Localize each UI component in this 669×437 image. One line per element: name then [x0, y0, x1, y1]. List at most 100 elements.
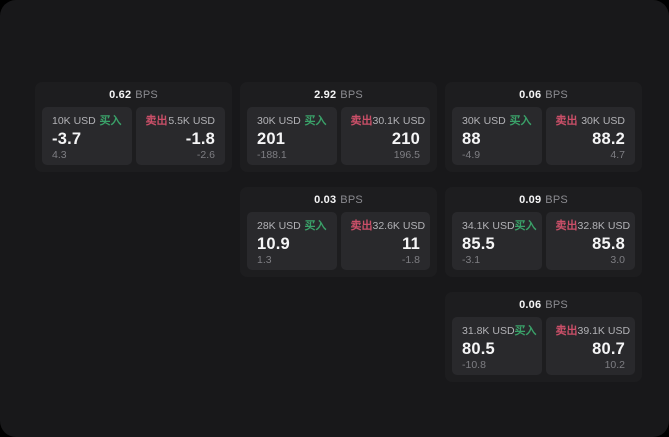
sell-side-label: 卖出 [350, 115, 373, 127]
quote-card: 0.09 BPS 34.1K USD 买入 85.5 -3.1 卖出 32.8K… [445, 187, 642, 277]
sell-panel-top: 卖出 32.6K USD [350, 220, 426, 232]
sell-panel[interactable]: 卖出 30.1K USD 210 196.5 [340, 107, 430, 165]
sell-size: 39.1K USD [577, 325, 631, 337]
sell-side-label: 卖出 [555, 115, 578, 127]
bps-value: 0.09 [519, 193, 542, 206]
buy-delta: 4.3 [52, 149, 67, 161]
buy-panel-top: 28K USD 买入 [257, 220, 327, 232]
buy-side-label: 买入 [304, 115, 327, 127]
quote-grid: 0.62 BPS 10K USD 买入 -3.7 4.3 卖出 5.5K USD [35, 82, 642, 382]
sell-price: -1.8 [185, 130, 215, 148]
bps-value: 2.92 [314, 88, 337, 101]
buy-side-label: 买入 [514, 325, 537, 337]
quote-card: 2.92 BPS 30K USD 买入 201 -188.1 卖出 30.1K … [240, 82, 437, 172]
buy-price: 201 [257, 130, 286, 148]
buy-delta: -3.1 [462, 254, 481, 266]
buy-price: 10.9 [257, 235, 290, 253]
sell-panel-top: 卖出 30.1K USD [350, 115, 426, 127]
sell-size: 30.1K USD [372, 115, 426, 127]
sell-price: 80.7 [592, 340, 625, 358]
buy-side-label: 买入 [514, 220, 537, 232]
buy-panel[interactable]: 30K USD 买入 201 -188.1 [247, 107, 337, 165]
sell-side-label: 卖出 [350, 220, 373, 232]
buy-price: 80.5 [462, 340, 495, 358]
quote-panels: 10K USD 买入 -3.7 4.3 卖出 5.5K USD -1.8 -2.… [42, 107, 225, 165]
buy-panel[interactable]: 10K USD 买入 -3.7 4.3 [42, 107, 132, 165]
sell-delta: -2.6 [196, 149, 215, 161]
sell-panel-top: 卖出 5.5K USD [146, 115, 216, 127]
quote-card: 0.62 BPS 10K USD 买入 -3.7 4.3 卖出 5.5K USD [35, 82, 232, 172]
sell-size: 32.6K USD [372, 220, 426, 232]
sell-panel[interactable]: 卖出 39.1K USD 80.7 10.2 [545, 317, 635, 375]
buy-panel[interactable]: 31.8K USD 买入 80.5 -10.8 [452, 317, 542, 375]
buy-size: 31.8K USD [462, 325, 515, 337]
sell-size: 32.8K USD [577, 220, 631, 232]
bps-unit: BPS [135, 88, 158, 101]
buy-panel-top: 34.1K USD 买入 [462, 220, 537, 232]
quote-card: 0.06 BPS 31.8K USD 买入 80.5 -10.8 卖出 39.1… [445, 292, 642, 382]
buy-size: 10K USD [52, 115, 96, 127]
sell-panel[interactable]: 卖出 5.5K USD -1.8 -2.6 [135, 107, 225, 165]
sell-delta: -1.8 [401, 254, 420, 266]
bps-value: 0.06 [519, 298, 542, 311]
buy-size: 28K USD [257, 220, 301, 232]
quote-panels: 30K USD 买入 88 -4.9 卖出 30K USD 88.2 4.7 [452, 107, 635, 165]
sell-side-label: 卖出 [555, 325, 578, 337]
buy-panel-top: 10K USD 买入 [52, 115, 122, 127]
bps-value: 0.62 [109, 88, 132, 101]
bps-value: 0.06 [519, 88, 542, 101]
bps-header: 0.62 BPS [42, 82, 225, 107]
bps-unit: BPS [545, 193, 568, 206]
bps-unit: BPS [340, 88, 363, 101]
sell-delta: 196.5 [393, 149, 420, 161]
sell-side-label: 卖出 [145, 115, 168, 127]
bps-header: 0.09 BPS [452, 187, 635, 212]
sell-price: 210 [391, 130, 420, 148]
buy-size: 30K USD [257, 115, 301, 127]
bps-unit: BPS [545, 88, 568, 101]
sell-delta: 10.2 [604, 359, 625, 371]
sell-delta: 4.7 [610, 149, 625, 161]
sell-price: 88.2 [592, 130, 625, 148]
buy-panel[interactable]: 28K USD 买入 10.9 1.3 [247, 212, 337, 270]
buy-delta: -10.8 [462, 359, 486, 371]
buy-panel-top: 31.8K USD 买入 [462, 325, 537, 337]
sell-delta: 3.0 [610, 254, 625, 266]
buy-side-label: 买入 [304, 220, 327, 232]
sell-size: 5.5K USD [168, 115, 215, 127]
bps-value: 0.03 [314, 193, 337, 206]
quote-panels: 31.8K USD 买入 80.5 -10.8 卖出 39.1K USD 80.… [452, 317, 635, 375]
buy-delta: 1.3 [257, 254, 272, 266]
sell-panel[interactable]: 卖出 32.6K USD 11 -1.8 [340, 212, 430, 270]
sell-panel-top: 卖出 39.1K USD [555, 325, 631, 337]
buy-price: 85.5 [462, 235, 495, 253]
buy-panel[interactable]: 34.1K USD 买入 85.5 -3.1 [452, 212, 542, 270]
buy-size: 30K USD [462, 115, 506, 127]
sell-panel-top: 卖出 32.8K USD [555, 220, 631, 232]
buy-price: 88 [462, 130, 481, 148]
sell-price: 85.8 [592, 235, 625, 253]
quote-panels: 28K USD 买入 10.9 1.3 卖出 32.6K USD 11 -1.8 [247, 212, 430, 270]
buy-delta: -4.9 [462, 149, 481, 161]
quote-card: 0.03 BPS 28K USD 买入 10.9 1.3 卖出 32.6K US… [240, 187, 437, 277]
sell-panel-top: 卖出 30K USD [556, 115, 626, 127]
sell-size: 30K USD [581, 115, 625, 127]
sell-price: 11 [402, 235, 420, 253]
bps-unit: BPS [340, 193, 363, 206]
sell-panel[interactable]: 卖出 30K USD 88.2 4.7 [545, 107, 635, 165]
buy-side-label: 买入 [509, 115, 532, 127]
quote-card: 0.06 BPS 30K USD 买入 88 -4.9 卖出 30K USD [445, 82, 642, 172]
sell-side-label: 卖出 [555, 220, 578, 232]
buy-size: 34.1K USD [462, 220, 515, 232]
quote-panels: 34.1K USD 买入 85.5 -3.1 卖出 32.8K USD 85.8… [452, 212, 635, 270]
bps-header: 0.03 BPS [247, 187, 430, 212]
quote-panels: 30K USD 买入 201 -188.1 卖出 30.1K USD 210 1… [247, 107, 430, 165]
bps-header: 0.06 BPS [452, 82, 635, 107]
bps-header: 2.92 BPS [247, 82, 430, 107]
bps-header: 0.06 BPS [452, 292, 635, 317]
buy-panel[interactable]: 30K USD 买入 88 -4.9 [452, 107, 542, 165]
sell-panel[interactable]: 卖出 32.8K USD 85.8 3.0 [545, 212, 635, 270]
buy-delta: -188.1 [257, 149, 287, 161]
buy-side-label: 买入 [99, 115, 122, 127]
